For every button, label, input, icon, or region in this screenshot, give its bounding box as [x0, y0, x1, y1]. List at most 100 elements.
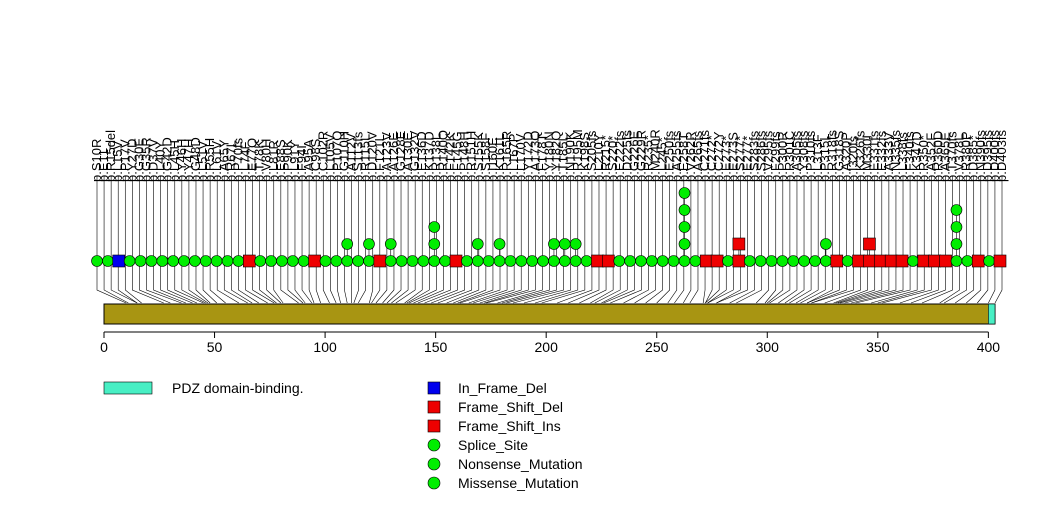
mutation-circle-marker — [417, 255, 430, 267]
mutation-circle-marker — [667, 255, 680, 267]
mutation-label: p.A112V — [344, 133, 359, 182]
connector-line — [408, 176, 437, 304]
mutation-circle-marker — [983, 255, 995, 267]
protein-track — [103, 303, 996, 325]
mutation-square-marker — [373, 254, 387, 268]
domain-pdz-domain-binding- — [988, 303, 996, 325]
mutation-circle-marker — [678, 221, 691, 233]
x-tick-label: 400 — [977, 339, 1001, 355]
connector-line — [784, 176, 805, 304]
connector-line — [252, 176, 275, 304]
mutation-label: p.Y46H — [174, 139, 189, 182]
mutation-label: p.F121L — [372, 134, 387, 182]
mutation-label: p.C102R — [315, 131, 330, 182]
connector-line — [702, 176, 706, 304]
mutation-label: p.L313F — [810, 134, 825, 182]
mutation-label: p.E77Q — [245, 138, 260, 182]
mutation-circle-marker — [330, 255, 343, 267]
mutation-circle-marker — [461, 255, 473, 267]
mutation-circle-marker — [580, 255, 593, 267]
mutation-label: p.E332fs — [874, 130, 889, 182]
connector-line — [117, 176, 138, 304]
connector-line — [457, 176, 494, 304]
mutation-square-marker — [884, 254, 898, 268]
mutation-circle-marker — [439, 255, 451, 267]
connector-line — [344, 176, 348, 304]
mutation-square-marker — [602, 254, 615, 268]
connector-line — [939, 176, 960, 304]
legend-circle-swatch — [427, 476, 441, 490]
mutation-circle-marker — [678, 255, 691, 267]
connector-line — [371, 176, 381, 304]
x-tick-label: 150 — [424, 339, 448, 355]
connector-line — [266, 176, 282, 304]
mutation-markers — [91, 187, 1007, 268]
connector-line — [778, 176, 798, 304]
mutation-square-marker — [112, 254, 126, 268]
legend-domain-swatch — [103, 381, 153, 395]
mutation-circle-marker — [428, 221, 441, 233]
connector-line — [955, 176, 975, 304]
connector-line — [132, 176, 164, 304]
mutation-label: p.R380P — [959, 131, 974, 182]
mutation-circle-marker — [548, 255, 560, 267]
mutation-circle-marker — [265, 255, 277, 267]
mutation-circle-marker — [287, 255, 299, 267]
mutation-square-marker — [874, 254, 887, 268]
connector-line — [623, 176, 649, 304]
mutation-square-marker — [830, 254, 844, 268]
connector-line — [501, 176, 550, 304]
mutation-label: p.M330I — [860, 135, 875, 182]
mutation-label: p.R235* — [640, 135, 655, 182]
mutation-label: p.P310fs — [803, 130, 818, 182]
connector-line — [705, 176, 720, 304]
connector-line — [610, 176, 642, 304]
x-tick-label: 200 — [535, 339, 559, 355]
legend-circle-swatch — [427, 457, 441, 471]
mutation-label: p.M240R — [648, 129, 663, 182]
x-tick-label: 100 — [313, 339, 337, 355]
mutation-label: p.G48D — [188, 137, 203, 182]
mutation-label: p.T78K — [252, 140, 267, 182]
connector-line — [833, 176, 868, 304]
connector-line — [160, 176, 193, 304]
mutation-circle-marker — [950, 204, 963, 216]
mutation-circle-marker — [537, 255, 549, 267]
mutation-label: p.P17V — [117, 139, 132, 182]
mutation-label: p.G229R — [633, 130, 648, 182]
mutation-circle-marker — [232, 255, 245, 267]
mutation-circle-marker — [156, 255, 169, 267]
mutation-circle-marker — [384, 238, 397, 250]
mutation-square-marker — [928, 254, 942, 268]
mutation-label: p.N390fs — [973, 129, 988, 182]
connector-line — [871, 176, 918, 304]
connector-line — [557, 176, 593, 304]
connector-line — [209, 176, 226, 304]
connector-line — [806, 176, 833, 304]
mutation-label: p.E277* — [739, 136, 754, 182]
mutation-label: p.G318S — [831, 130, 846, 182]
connector-line — [645, 176, 663, 304]
x-tick-label: 300 — [756, 339, 780, 355]
mutation-square-marker — [863, 237, 876, 251]
mutation-label: p.E331fs — [867, 130, 882, 182]
mutation-label: p.D400fs — [987, 129, 1002, 182]
mutation-label: p.F299fs — [768, 131, 783, 182]
connector-line — [579, 176, 607, 304]
mutation-circle-marker — [569, 238, 582, 250]
mutation-label: p.K198S — [577, 132, 592, 182]
mutation-circle-marker — [395, 255, 408, 267]
connector-line — [404, 176, 423, 304]
connector-line — [806, 176, 840, 304]
connector-line — [844, 176, 897, 304]
mutation-label: p.I320fs — [846, 135, 861, 182]
connector-lines — [96, 176, 1003, 304]
x-tick-label: 0 — [100, 339, 108, 355]
mutation-circle-marker — [613, 255, 626, 267]
connector-line — [315, 176, 321, 304]
connector-line — [764, 176, 777, 304]
connector-line — [683, 176, 692, 304]
mutation-label: p.R67L — [223, 140, 238, 182]
x-axis: 0 50 100 150 200 250 300 350 400 — [100, 331, 1001, 355]
